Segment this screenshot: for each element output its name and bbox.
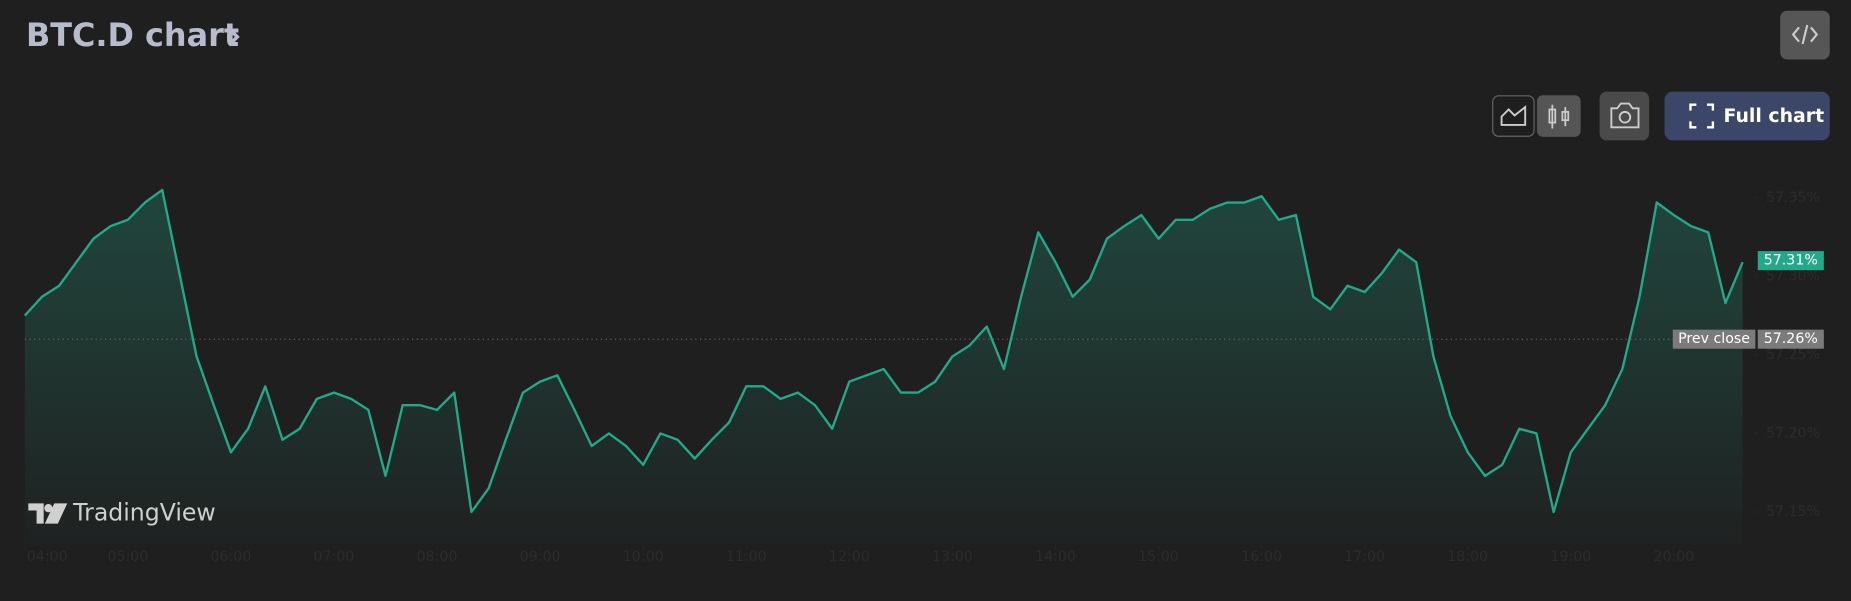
area-button[interactable] bbox=[1492, 95, 1535, 137]
embed-icon[interactable] bbox=[1791, 24, 1819, 45]
x-tick-label: 11:00 bbox=[726, 549, 767, 565]
x-tick-label: 19:00 bbox=[1550, 549, 1591, 565]
prev-close-name: Prev close bbox=[1678, 331, 1750, 347]
chevron[interactable] bbox=[227, 27, 240, 47]
x-tick-label: 05:00 bbox=[107, 549, 148, 565]
snapshot-bg[interactable] bbox=[1599, 91, 1650, 141]
candle-button[interactable] bbox=[1536, 95, 1581, 137]
watermark-text: TradingView bbox=[72, 499, 216, 527]
candle-body[interactable] bbox=[1548, 108, 1557, 124]
watermark-logo bbox=[28, 503, 68, 524]
x-tick-label: 14:00 bbox=[1035, 549, 1076, 565]
prev-close-label: 57.26% bbox=[1764, 331, 1818, 347]
y-tick-label: 57.30% bbox=[1766, 268, 1820, 284]
x-tick-label: 09:00 bbox=[520, 549, 561, 565]
x-tick-label: 13:00 bbox=[932, 549, 973, 565]
title[interactable]: BTC.D chart bbox=[26, 16, 239, 54]
camera-icon[interactable] bbox=[1610, 102, 1640, 129]
x-tick-label: 18:00 bbox=[1447, 549, 1488, 565]
x-tick-label: 04:00 bbox=[27, 549, 68, 565]
area-icon[interactable] bbox=[1500, 105, 1527, 126]
prev-close-label-bg bbox=[1757, 329, 1824, 349]
plot: 57.15% 57.20% 57.25% 57.30% 57.35% 04:00 05:00… bbox=[23, 188, 1824, 565]
last-value-label: 57.31% bbox=[1764, 253, 1818, 269]
camera-lens[interactable] bbox=[1618, 110, 1632, 124]
watermark-logo-dot bbox=[44, 504, 53, 513]
x-tick-label: 17:00 bbox=[1344, 549, 1385, 565]
candle-bg[interactable] bbox=[1536, 95, 1581, 137]
full-chart-button[interactable]: Full chart bbox=[1664, 91, 1830, 141]
embed-button[interactable] bbox=[1780, 10, 1830, 60]
x-tick-label: 16:00 bbox=[1241, 549, 1282, 565]
prev-close-name-bg bbox=[1672, 329, 1756, 349]
candle-body[interactable] bbox=[1561, 110, 1570, 122]
x-tick-label: 07:00 bbox=[314, 549, 355, 565]
x-tick-label: 12:00 bbox=[829, 549, 870, 565]
snapshot-button[interactable] bbox=[1599, 91, 1650, 141]
title-link[interactable]: BTC.D chart bbox=[26, 16, 240, 54]
x-tick-label: 20:00 bbox=[1653, 549, 1694, 565]
expand-icon[interactable] bbox=[1689, 103, 1715, 129]
last-value-bg bbox=[1757, 251, 1824, 271]
line bbox=[23, 188, 1744, 514]
y-tick-label: 57.35% bbox=[1766, 190, 1820, 206]
x-tick-label: 15:00 bbox=[1138, 549, 1179, 565]
x-tick-label: 08:00 bbox=[417, 549, 458, 565]
y-tick-label: 57.25% bbox=[1766, 347, 1820, 363]
area bbox=[24, 189, 1743, 544]
x-tick-label: 06:00 bbox=[211, 549, 252, 565]
full-chart-bg[interactable] bbox=[1664, 91, 1830, 141]
area-bg[interactable] bbox=[1492, 95, 1535, 137]
x-tick-label: 10:00 bbox=[623, 549, 664, 565]
y-tick-label: 57.15% bbox=[1766, 504, 1820, 520]
watermark: TradingView bbox=[28, 499, 216, 527]
y-tick-label: 57.20% bbox=[1766, 425, 1820, 441]
full-chart-label[interactable]: Full chart bbox=[1724, 105, 1825, 127]
